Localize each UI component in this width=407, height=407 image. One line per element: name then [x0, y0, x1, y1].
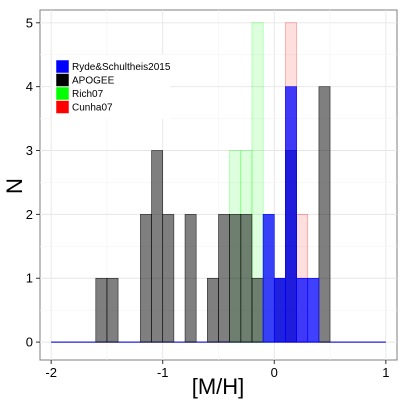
histogram-bars	[95, 22, 331, 343]
legend-key	[55, 86, 70, 101]
bar-ryde-schultheis2015	[262, 214, 275, 343]
y-tick-label: 4	[26, 79, 33, 94]
x-axis-title: [M/H]	[192, 374, 245, 399]
bar-apogee	[184, 214, 197, 343]
legend-box	[52, 55, 170, 119]
bar-apogee	[251, 277, 264, 343]
y-tick-label: 5	[26, 15, 33, 30]
y-tick-label: 3	[26, 143, 33, 158]
y-axis-ticks: 0 1 2 3 4 5	[26, 15, 40, 350]
legend-label: Rich07	[72, 89, 104, 100]
bar-ryde-schultheis2015	[273, 277, 286, 343]
legend-key	[55, 100, 70, 114]
bar-apogee	[207, 277, 219, 343]
x-tick-label: 0	[271, 365, 278, 380]
bar-ryde-schultheis2015	[307, 277, 320, 343]
legend-label: Ryde&Schultheis2015	[72, 62, 171, 73]
legend: Ryde&Schultheis2015 APOGEE Rich07 Cunha07	[52, 55, 171, 119]
bar-apogee	[318, 86, 331, 343]
x-tick-label: -1	[157, 365, 169, 380]
bar-ryde-schultheis2015	[285, 86, 297, 343]
bar-apogee	[162, 214, 175, 343]
bar-apogee	[95, 277, 108, 343]
x-tick-label: 1	[382, 365, 389, 380]
x-axis-ticks: -2 -1 0 1	[45, 360, 389, 380]
bar-apogee	[229, 214, 242, 343]
bar-apogee	[218, 214, 230, 343]
bar-apogee	[240, 214, 253, 343]
bar-apogee	[151, 150, 164, 343]
y-tick-label: 2	[26, 207, 33, 222]
y-axis-title: N	[2, 178, 27, 194]
legend-key	[55, 59, 70, 74]
legend-label: APOGEE	[72, 76, 115, 87]
y-tick-label: 0	[26, 335, 33, 350]
bar-apogee	[140, 214, 152, 343]
legend-label: Cunha07	[72, 103, 113, 114]
bar-apogee	[106, 277, 119, 343]
bar-ryde-schultheis2015	[296, 277, 309, 343]
y-tick-label: 1	[26, 271, 33, 286]
x-tick-label: -2	[45, 365, 57, 380]
legend-key	[55, 73, 70, 87]
